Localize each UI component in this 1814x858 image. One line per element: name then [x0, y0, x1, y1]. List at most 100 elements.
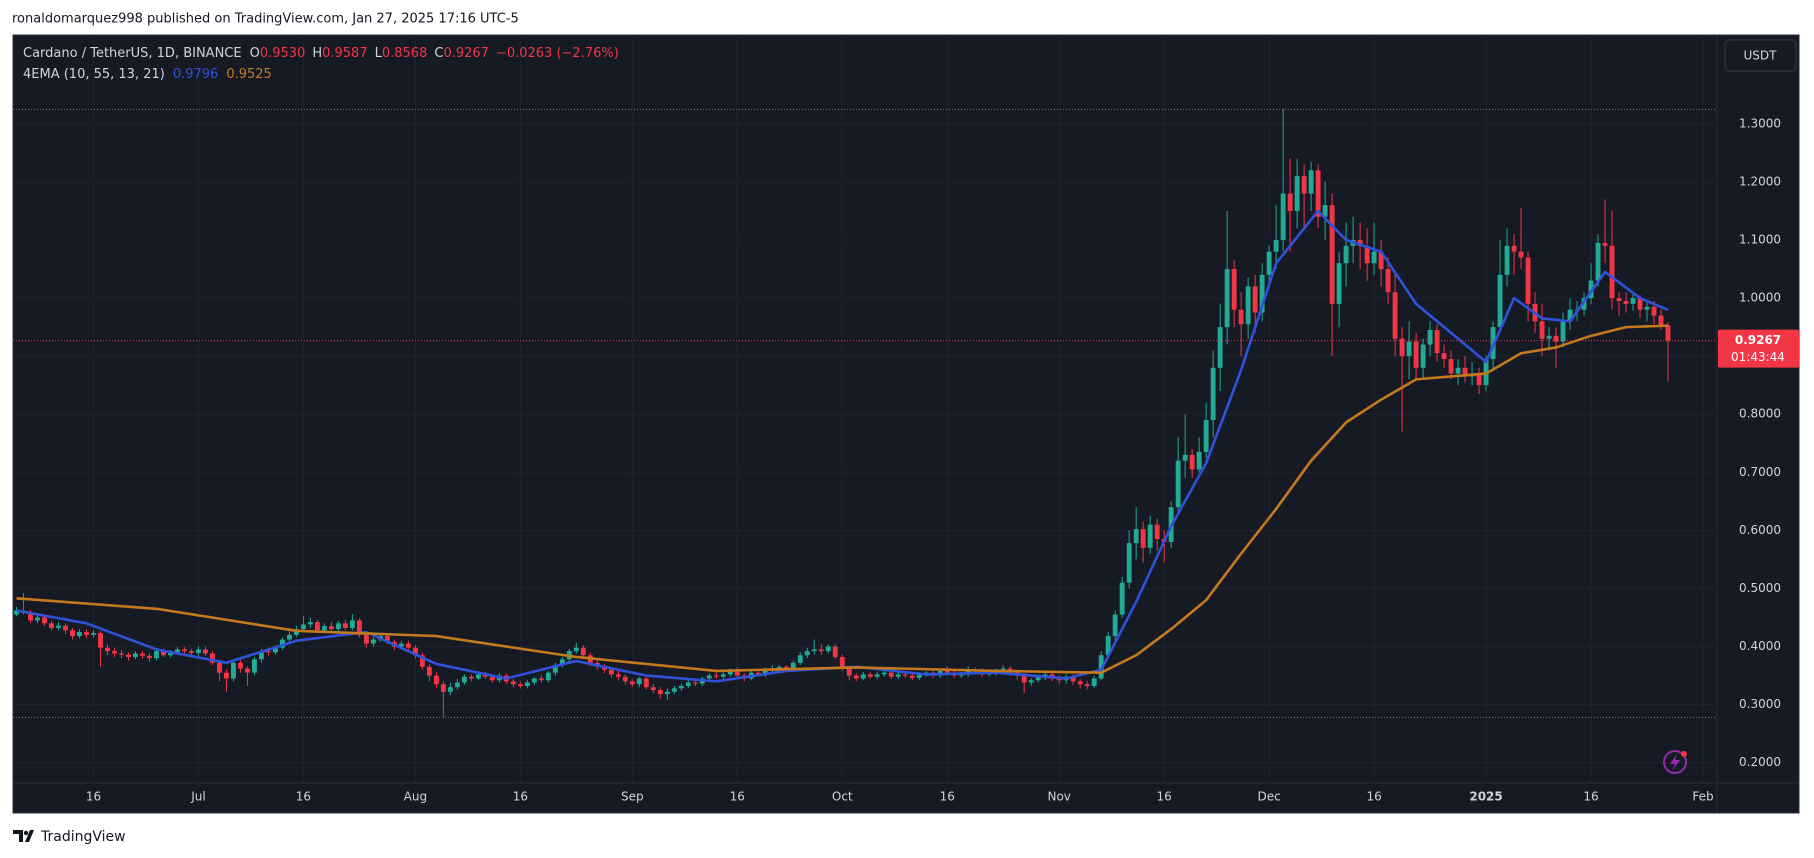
candle-body: [1231, 269, 1237, 310]
legend-key: H: [312, 46, 322, 61]
candle-body: [1357, 240, 1363, 246]
candle-body: [825, 646, 831, 652]
legend-key: O: [250, 46, 260, 61]
candle-body: [1539, 321, 1545, 339]
legend-key: L: [375, 46, 383, 61]
candle-body: [1553, 335, 1559, 342]
candle-body: [1028, 680, 1034, 683]
candle-body: [678, 686, 684, 689]
candle-body: [1077, 681, 1083, 685]
logo-dot: [23, 830, 29, 836]
candle-body: [119, 653, 124, 655]
indicator-legend: 4EMA (10, 55, 13, 21) 0.9796 0.9525: [23, 67, 272, 82]
currency-label[interactable]: USDT: [1744, 49, 1778, 63]
candle-body: [846, 668, 852, 676]
countdown: 01:43:44: [1731, 350, 1785, 364]
candle-body: [461, 676, 467, 683]
candle-body: [195, 649, 201, 653]
ohlc-legend: Cardano / TetherUS, 1D, BINANCE O0.9530 H0…: [23, 46, 619, 61]
candle-body: [1413, 341, 1419, 368]
candle-body: [664, 691, 670, 695]
x-tick-label: 2025: [1469, 790, 1502, 804]
candle-body: [727, 670, 733, 675]
alert-circle[interactable]: [1663, 750, 1687, 774]
candle-body: [265, 651, 271, 653]
candle-body: [811, 649, 817, 652]
candle-body: [776, 666, 782, 669]
candle-body: [1175, 460, 1181, 508]
candle-body: [1567, 309, 1573, 322]
x-tick-label: Aug: [404, 790, 427, 804]
candle-body: [1189, 454, 1195, 470]
x-tick-label: Feb: [1692, 790, 1713, 804]
candle-body: [56, 625, 61, 628]
candle-body: [272, 647, 278, 653]
plot: [13, 108, 1717, 718]
candle-body: [1280, 193, 1286, 241]
y-tick-label: 0.4000: [1739, 639, 1781, 653]
candle-body: [258, 651, 264, 660]
candle-body: [63, 625, 68, 631]
candle-body: [1623, 300, 1629, 304]
x-tick-label: 16: [1366, 790, 1381, 804]
candle-body: [1511, 245, 1517, 252]
candle-body: [1581, 298, 1587, 310]
y-tick-label: 0.5000: [1739, 581, 1781, 595]
candle-body: [1182, 454, 1188, 461]
candle-body: [545, 672, 551, 681]
candle-body: [713, 675, 719, 677]
candle-body: [1602, 242, 1608, 246]
legend-value: 0.9587: [322, 46, 368, 61]
candle-body: [888, 672, 894, 677]
candle-body: [1371, 251, 1377, 264]
grid: [13, 35, 1717, 783]
candle-body: [475, 674, 481, 679]
candle-body: [154, 651, 159, 659]
candle-body: [615, 674, 621, 677]
candle-body: [1329, 205, 1335, 304]
y-tick-label: 1.2000: [1739, 174, 1781, 188]
x-tick-label: 16: [513, 790, 528, 804]
candle-body: [1126, 543, 1132, 583]
candle-body: [650, 687, 656, 691]
candle-body: [531, 678, 537, 683]
price-label: 0.9267: [1735, 333, 1781, 347]
candle-body: [42, 617, 47, 624]
candle-body: [797, 655, 803, 663]
candle-body: [1245, 286, 1251, 325]
candle-body: [685, 682, 691, 687]
candle-body: [1147, 524, 1153, 548]
currency-button[interactable]: [1724, 39, 1797, 72]
candle-body: [601, 666, 607, 670]
candle-body: [237, 662, 243, 669]
candle-body: [300, 624, 306, 630]
candle-body: [692, 682, 698, 684]
candle-body: [1644, 306, 1650, 310]
candle-body: [384, 636, 390, 642]
alert-bolt[interactable]: [1670, 754, 1680, 771]
candle-body: [517, 684, 523, 687]
candle-body: [161, 651, 166, 656]
candle-body: [1119, 582, 1125, 615]
candle-body: [1560, 321, 1566, 342]
legend-value: 0.8568: [382, 46, 428, 61]
candle-body: [573, 647, 579, 652]
alert-icon[interactable]: [1663, 750, 1687, 774]
candle-body: [1343, 245, 1349, 264]
candle-body: [405, 643, 411, 648]
candle-body: [223, 672, 229, 679]
candle-body: [1266, 251, 1272, 275]
candle-body: [1252, 286, 1258, 313]
candle-body: [1154, 524, 1160, 540]
ema-line: [16, 324, 1669, 674]
candle-body: [629, 681, 635, 685]
candle-body: [1595, 242, 1601, 281]
candle-body: [1637, 298, 1643, 310]
candle-body: [1294, 176, 1300, 211]
legend-change: −0.0263 (−2.76%): [496, 46, 619, 61]
candle-body: [860, 674, 866, 679]
candle-body: [1448, 359, 1454, 374]
candle-body: [77, 632, 82, 637]
candle-body: [1021, 675, 1027, 683]
y-tick-label: 0.3000: [1739, 697, 1781, 711]
